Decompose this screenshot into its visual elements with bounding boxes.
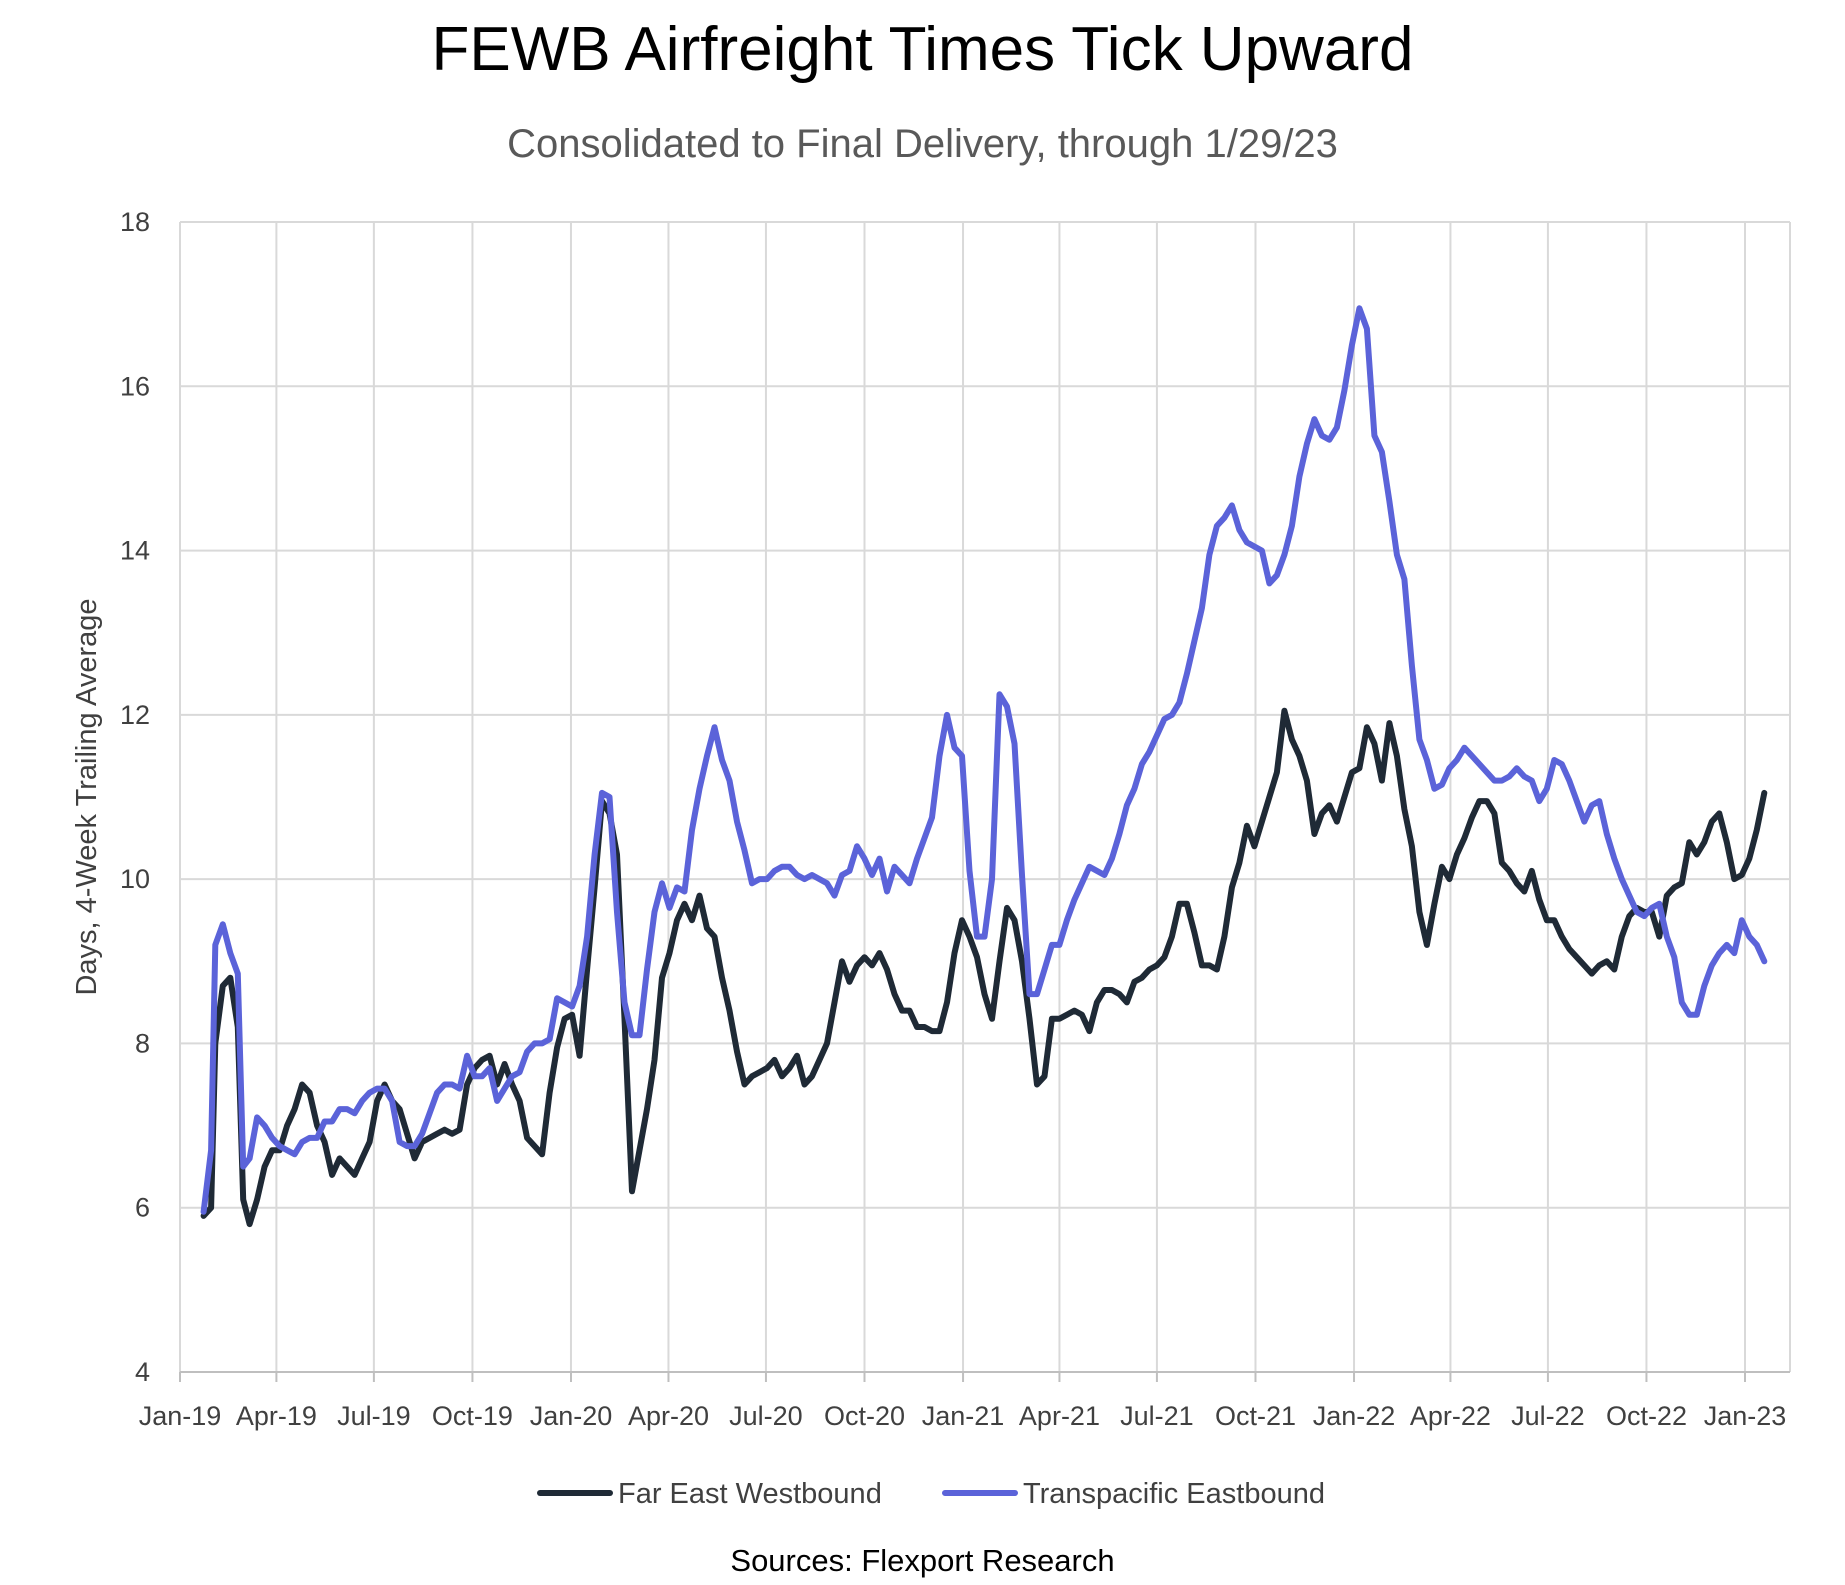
x-tick-label: Jul-21: [1120, 1401, 1194, 1431]
x-tick-label: Jan-23: [1704, 1401, 1787, 1431]
x-tick-label: Oct-19: [432, 1401, 513, 1431]
y-tick-label: 8: [135, 1028, 150, 1058]
x-tick-label: Apr-19: [236, 1401, 317, 1431]
x-tick-label: Jan-19: [139, 1401, 222, 1431]
y-tick-label: 12: [120, 700, 150, 730]
chart-title: FEWB Airfreight Times Tick Upward: [431, 15, 1414, 84]
series-line-far-east-westbound: [200, 707, 1768, 1228]
x-tick-label: Apr-21: [1019, 1401, 1100, 1431]
x-tick-label: Jan-21: [922, 1401, 1005, 1431]
y-tick-label: 16: [120, 371, 150, 401]
x-tick-label: Jan-22: [1313, 1401, 1396, 1431]
x-tick-label: Apr-20: [628, 1401, 709, 1431]
x-tick-label: Apr-22: [1410, 1401, 1491, 1431]
y-tick-label: 18: [120, 207, 150, 237]
y-tick-label: 4: [135, 1357, 150, 1387]
x-tick-label: Jul-19: [337, 1401, 411, 1431]
y-tick-label: 14: [120, 536, 150, 566]
y-tick-label: 10: [120, 864, 150, 894]
legend-label: Transpacific Eastbound: [1023, 1478, 1325, 1510]
x-tick-label: Oct-20: [824, 1401, 905, 1431]
legend: Far East Westbound Transpacific Eastbound: [537, 1478, 1325, 1510]
x-tick-label: Jan-20: [530, 1401, 613, 1431]
chart-subtitle: Consolidated to Final Delivery, through …: [507, 122, 1338, 166]
series-lines: [200, 305, 1768, 1228]
legend-label: Far East Westbound: [618, 1478, 882, 1510]
x-tick-label: Jul-20: [729, 1401, 803, 1431]
x-tick-label: Oct-22: [1606, 1401, 1687, 1431]
y-axis-ticks: 4 6 8 10 12 14 16 18: [120, 207, 150, 1387]
x-tick-label: Oct-21: [1215, 1401, 1296, 1431]
x-axis: [179, 1371, 1790, 1382]
grid-lines: [179, 221, 1791, 1373]
y-axis-title: Days, 4-Week Trailing Average: [71, 598, 103, 995]
series-line-transpacific-eastbound: [200, 305, 1768, 1215]
y-tick-label: 6: [135, 1193, 150, 1223]
source-note: Sources: Flexport Research: [730, 1543, 1115, 1578]
x-tick-label: Jul-22: [1511, 1401, 1585, 1431]
x-axis-ticks: Jan-19 Apr-19 Jul-19 Oct-19 Jan-20 Apr-20 Jul-…: [139, 1401, 1787, 1431]
